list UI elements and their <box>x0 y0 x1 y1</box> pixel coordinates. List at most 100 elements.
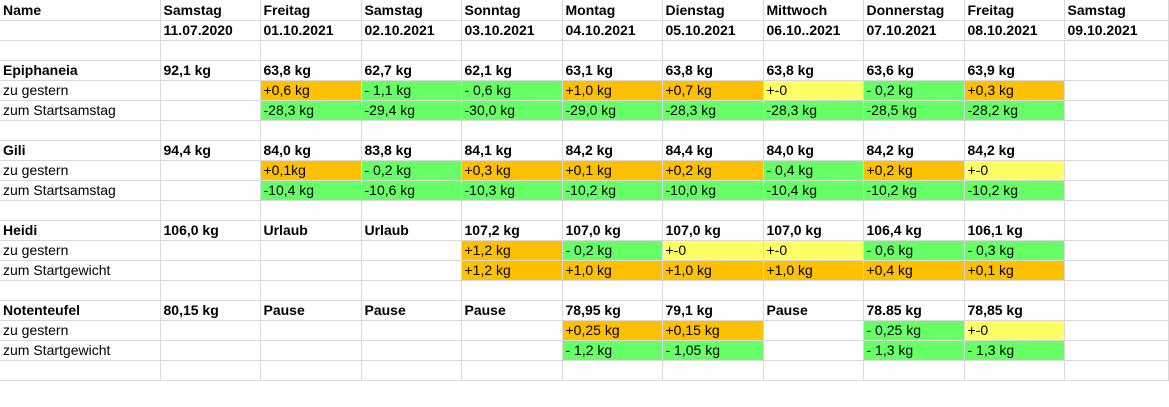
change-cell[interactable] <box>260 340 362 361</box>
change-cell[interactable]: -29,0 kg <box>562 100 663 121</box>
change-cell[interactable]: +1,2 kg <box>461 240 563 261</box>
weight-cell[interactable]: 106,1 kg <box>964 220 1065 241</box>
weight-cell[interactable]: Urlaub <box>260 220 362 241</box>
change-cell[interactable]: +1,0 kg <box>763 260 864 281</box>
empty-cell[interactable] <box>260 280 362 301</box>
empty-cell[interactable] <box>562 40 663 61</box>
empty-cell[interactable] <box>1064 280 1169 301</box>
change-cell[interactable]: -10,4 kg <box>763 180 864 201</box>
weight-cell[interactable]: 79,1 kg <box>662 300 764 321</box>
change-cell[interactable] <box>260 320 362 341</box>
change-cell[interactable]: - 0,2 kg <box>562 240 663 261</box>
empty-cell[interactable] <box>863 280 965 301</box>
change-cell[interactable]: +0,25 kg <box>562 320 663 341</box>
change-cell[interactable]: - 0,25 kg <box>863 320 965 341</box>
weight-cell[interactable] <box>1064 300 1169 321</box>
empty-cell[interactable] <box>361 40 462 61</box>
weight-cell[interactable]: 84,2 kg <box>964 140 1065 161</box>
day-header-cell[interactable]: Samstag <box>1064 0 1169 21</box>
change-cell[interactable]: +0,6 kg <box>260 80 362 101</box>
empty-cell[interactable] <box>662 360 764 381</box>
change-cell[interactable]: +0,1 kg <box>964 260 1065 281</box>
date-header-cell[interactable]: 06.10..2021 <box>763 20 864 41</box>
empty-cell[interactable] <box>160 280 261 301</box>
empty-cell[interactable] <box>562 280 663 301</box>
change-cell[interactable]: +0,3 kg <box>964 80 1065 101</box>
change-cell[interactable]: - 1,1 kg <box>361 80 462 101</box>
day-header-cell[interactable]: Samstag <box>160 0 261 21</box>
weight-cell[interactable]: 84,0 kg <box>260 140 362 161</box>
date-header-cell[interactable]: 09.10.2021 <box>1064 20 1169 41</box>
change-cell[interactable] <box>461 320 563 341</box>
change-cell[interactable]: -10,2 kg <box>562 180 663 201</box>
change-cell[interactable]: - 0,3 kg <box>964 240 1065 261</box>
empty-cell[interactable] <box>763 120 864 141</box>
empty-cell[interactable] <box>964 40 1065 61</box>
empty-cell[interactable] <box>361 360 462 381</box>
change-cell[interactable]: - 1,05 kg <box>662 340 764 361</box>
change-cell[interactable]: -10,2 kg <box>863 180 965 201</box>
weight-cell[interactable]: Pause <box>361 300 462 321</box>
change-cell[interactable]: +1,0 kg <box>562 260 663 281</box>
change-cell[interactable] <box>361 320 462 341</box>
date-header-cell[interactable]: 11.07.2020 <box>160 20 261 41</box>
date-header-cell[interactable]: 05.10.2021 <box>662 20 764 41</box>
row-label[interactable]: zum Startsamstag <box>0 180 161 201</box>
day-header-cell[interactable]: Donnerstag <box>863 0 965 21</box>
weight-cell[interactable]: 63,8 kg <box>662 60 764 81</box>
change-cell[interactable]: - 1,3 kg <box>863 340 965 361</box>
day-header-cell[interactable]: Montag <box>562 0 663 21</box>
change-cell[interactable] <box>160 80 261 101</box>
empty-cell[interactable] <box>361 200 462 221</box>
change-cell[interactable]: -30,0 kg <box>461 100 563 121</box>
weight-cell[interactable]: 84,4 kg <box>662 140 764 161</box>
change-cell[interactable] <box>160 260 261 281</box>
empty-cell[interactable] <box>160 200 261 221</box>
change-cell[interactable]: - 1,2 kg <box>562 340 663 361</box>
change-cell[interactable]: +-0 <box>964 320 1065 341</box>
change-cell[interactable] <box>1064 320 1169 341</box>
person-name[interactable]: Gili <box>0 140 161 161</box>
change-cell[interactable] <box>160 180 261 201</box>
change-cell[interactable] <box>461 340 563 361</box>
row-label[interactable]: zum Startgewicht <box>0 340 161 361</box>
weight-cell[interactable]: Urlaub <box>361 220 462 241</box>
weight-cell[interactable]: 106,4 kg <box>863 220 965 241</box>
empty-cell[interactable] <box>662 280 764 301</box>
empty-cell[interactable] <box>562 200 663 221</box>
change-cell[interactable] <box>160 320 261 341</box>
weight-cell[interactable] <box>1064 220 1169 241</box>
date-header-cell[interactable]: 02.10.2021 <box>361 20 462 41</box>
change-cell[interactable] <box>1064 340 1169 361</box>
weight-cell[interactable] <box>1064 140 1169 161</box>
change-cell[interactable] <box>160 100 261 121</box>
change-cell[interactable] <box>763 340 864 361</box>
date-header-cell[interactable]: 03.10.2021 <box>461 20 563 41</box>
change-cell[interactable] <box>160 240 261 261</box>
day-header-cell[interactable]: Samstag <box>361 0 462 21</box>
date-header-cell[interactable]: 01.10.2021 <box>260 20 362 41</box>
change-cell[interactable] <box>1064 100 1169 121</box>
empty-cell[interactable] <box>863 200 965 221</box>
change-cell[interactable]: +1,0 kg <box>662 260 764 281</box>
empty-cell[interactable] <box>461 120 563 141</box>
empty-cell[interactable] <box>1064 360 1169 381</box>
weight-cell[interactable] <box>1064 60 1169 81</box>
empty-cell[interactable] <box>0 280 161 301</box>
date-header-cell[interactable]: 04.10.2021 <box>562 20 663 41</box>
change-cell[interactable] <box>361 240 462 261</box>
empty-cell[interactable] <box>763 200 864 221</box>
change-cell[interactable]: +1,0 kg <box>562 80 663 101</box>
change-cell[interactable]: - 0,2 kg <box>361 160 462 181</box>
weight-cell[interactable]: Pause <box>461 300 563 321</box>
change-cell[interactable]: +1,2 kg <box>461 260 563 281</box>
empty-cell[interactable] <box>160 40 261 61</box>
weight-cell[interactable]: Pause <box>260 300 362 321</box>
person-name[interactable]: Epiphaneia <box>0 60 161 81</box>
change-cell[interactable] <box>361 340 462 361</box>
weight-cell[interactable]: Pause <box>763 300 864 321</box>
change-cell[interactable] <box>763 320 864 341</box>
weight-cell[interactable]: 62,7 kg <box>361 60 462 81</box>
empty-cell[interactable] <box>1064 40 1169 61</box>
change-cell[interactable]: - 0,4 kg <box>763 160 864 181</box>
